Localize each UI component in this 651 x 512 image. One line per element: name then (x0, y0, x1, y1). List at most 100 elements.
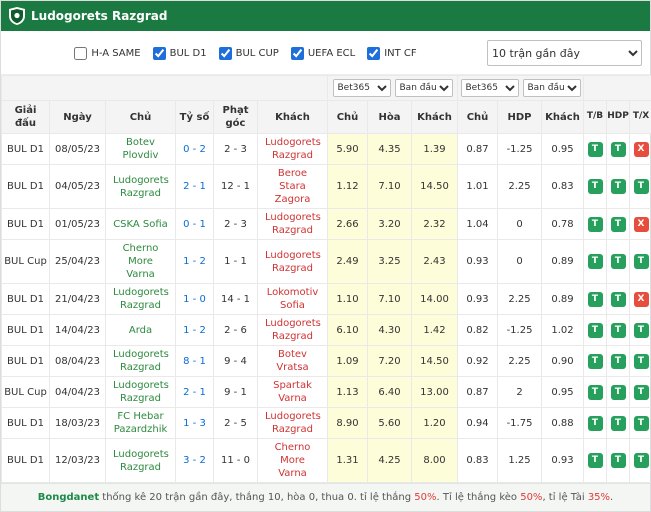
odds-home-cell: 1.31 (328, 439, 368, 483)
uefa-ecl-checkbox[interactable] (291, 47, 304, 60)
odds-provider-select-2[interactable]: Bet365 (461, 79, 519, 97)
result-badge-tb: T (588, 354, 603, 369)
filter-ha-same[interactable]: H-A SAME (74, 47, 140, 60)
result-badge-hdp: T (611, 385, 626, 400)
odds-draw-cell: 4.25 (368, 439, 412, 483)
score-link[interactable]: 8 - 1 (183, 356, 206, 367)
col-header-odds-draw: Hòa (368, 101, 412, 134)
ah-away-odds-cell: 0.95 (542, 134, 584, 165)
ah-home-odds-cell: 1.04 (458, 209, 498, 240)
corners-cell: 1 - 1 (214, 240, 258, 284)
league-cell: BUL D1 (2, 134, 50, 165)
tb-badge-cell: T (584, 209, 607, 240)
away-team-cell[interactable]: Ludogorets Razgrad (258, 315, 328, 346)
home-team-cell[interactable]: Botev Plovdiv (106, 134, 176, 165)
away-team-cell[interactable]: Ludogorets Razgrad (258, 209, 328, 240)
filter-bul-d1[interactable]: BUL D1 (153, 47, 207, 60)
corners-cell: 12 - 1 (214, 165, 258, 209)
date-cell: 12/03/23 (50, 439, 106, 483)
date-cell: 08/05/23 (50, 134, 106, 165)
bul-cup-checkbox[interactable] (219, 47, 232, 60)
tx-badge-cell: X (630, 134, 651, 165)
away-team-cell[interactable]: Botev Vratsa (258, 346, 328, 377)
hdp-badge-cell: T (607, 240, 630, 284)
score-cell: 2 - 1 (176, 165, 214, 209)
score-link[interactable]: 0 - 1 (183, 219, 206, 230)
away-team-cell[interactable]: Ludogorets Razgrad (258, 240, 328, 284)
hdp-badge-cell: T (607, 134, 630, 165)
filter-uefa-ecl[interactable]: UEFA ECL (291, 47, 355, 60)
result-badge-tb: T (588, 385, 603, 400)
score-link[interactable]: 1 - 0 (183, 294, 206, 305)
odds-baseline-select-1[interactable]: Ban đầu (395, 79, 453, 97)
ah-home-odds-cell: 0.94 (458, 408, 498, 439)
ah-handicap-cell: 0 (498, 240, 542, 284)
odds-baseline-select-2[interactable]: Ban đầu (523, 79, 581, 97)
away-team-cell[interactable]: Lokomotiv Sofia (258, 284, 328, 315)
odds-home-cell: 2.49 (328, 240, 368, 284)
col-header-home: Chủ (106, 101, 176, 134)
filter-label: INT CF (384, 48, 416, 59)
league-cell: BUL D1 (2, 315, 50, 346)
date-cell: 21/04/23 (50, 284, 106, 315)
filter-label: UEFA ECL (308, 48, 355, 59)
ah-handicap-cell: 0 (498, 209, 542, 240)
bul-d1-checkbox[interactable] (153, 47, 166, 60)
home-team-cell[interactable]: Ludogorets Razgrad (106, 165, 176, 209)
score-link[interactable]: 3 - 2 (183, 455, 206, 466)
summary-text-4: . (610, 492, 613, 503)
odds-home-cell: 2.66 (328, 209, 368, 240)
table-row: BUL D1 08/04/23 Ludogorets Razgrad 8 - 1… (2, 346, 651, 377)
home-team-cell[interactable]: FC Hebar Pazardzhik (106, 408, 176, 439)
ha-same-checkbox[interactable] (74, 47, 87, 60)
home-team-cell[interactable]: Ludogorets Razgrad (106, 439, 176, 483)
table-row: BUL D1 08/05/23 Botev Plovdiv 0 - 2 2 - … (2, 134, 651, 165)
tx-badge-cell: T (630, 165, 651, 209)
win-rate-value: 50% (414, 492, 436, 503)
home-team-cell[interactable]: Ludogorets Razgrad (106, 346, 176, 377)
score-link[interactable]: 1 - 2 (183, 256, 206, 267)
score-link[interactable]: 0 - 2 (183, 144, 206, 155)
ah-away-odds-cell: 0.78 (542, 209, 584, 240)
hdp-badge-cell: T (607, 165, 630, 209)
away-team-cell[interactable]: Ludogorets Razgrad (258, 408, 328, 439)
filter-int-cf[interactable]: INT CF (367, 47, 416, 60)
tb-badge-cell: T (584, 315, 607, 346)
filter-bul-cup[interactable]: BUL CUP (219, 47, 279, 60)
tb-badge-cell: T (584, 134, 607, 165)
odds-away-cell: 14.50 (412, 165, 458, 209)
col-header-ah-away: Khách (542, 101, 584, 134)
home-team-cell[interactable]: Ludogorets Razgrad (106, 284, 176, 315)
odds-provider-select-1[interactable]: Bet365 (333, 79, 391, 97)
score-cell: 1 - 3 (176, 408, 214, 439)
away-team-cell[interactable]: Ludogorets Razgrad (258, 134, 328, 165)
hdp-badge-cell: T (607, 346, 630, 377)
home-team-cell[interactable]: Arda (106, 315, 176, 346)
away-team-cell[interactable]: Beroe Stara Zagora (258, 165, 328, 209)
ah-handicap-cell: 2 (498, 377, 542, 408)
score-cell: 1 - 2 (176, 315, 214, 346)
header-spacer-right (584, 76, 651, 101)
col-header-score: Tỷ số (176, 101, 214, 134)
score-link[interactable]: 1 - 3 (183, 418, 206, 429)
score-link[interactable]: 2 - 1 (183, 387, 206, 398)
col-header-ah-home: Chủ (458, 101, 498, 134)
away-team-cell[interactable]: Spartak Varna (258, 377, 328, 408)
ah-away-odds-cell: 0.90 (542, 346, 584, 377)
ah-handicap-cell: -1.25 (498, 315, 542, 346)
corners-cell: 9 - 1 (214, 377, 258, 408)
score-link[interactable]: 1 - 2 (183, 325, 206, 336)
int-cf-checkbox[interactable] (367, 47, 380, 60)
home-team-cell[interactable]: Ludogorets Razgrad (106, 377, 176, 408)
home-team-cell[interactable]: CSKA Sofia (106, 209, 176, 240)
table-row: BUL D1 04/05/23 Ludogorets Razgrad 2 - 1… (2, 165, 651, 209)
ah-away-odds-cell: 0.83 (542, 165, 584, 209)
odds-home-cell: 5.90 (328, 134, 368, 165)
home-team-cell[interactable]: Cherno More Varna (106, 240, 176, 284)
odds-draw-cell: 4.35 (368, 134, 412, 165)
recent-matches-select[interactable]: 10 trận gần đây (487, 40, 642, 66)
away-team-cell[interactable]: Cherno More Varna (258, 439, 328, 483)
odds-home-cell: 6.10 (328, 315, 368, 346)
score-link[interactable]: 2 - 1 (183, 181, 206, 192)
